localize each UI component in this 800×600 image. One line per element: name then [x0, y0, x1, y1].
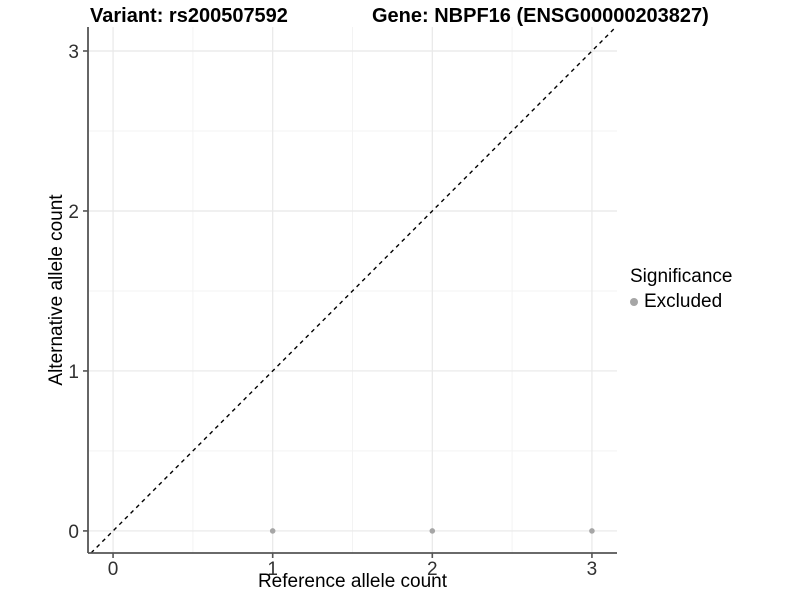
legend: Significance Excluded — [630, 265, 732, 313]
y-tick-label: 2 — [68, 202, 79, 223]
identity-dashed-line — [90, 26, 617, 554]
data-point — [269, 528, 276, 534]
gene-title: Gene: NBPF16 (ENSG00000203827) — [372, 5, 709, 27]
y-tick-label: 1 — [68, 362, 79, 383]
x-tick-label: 2 — [427, 559, 438, 580]
legend-item-label: Excluded — [644, 291, 723, 312]
data-point — [589, 528, 595, 534]
x-tick-label: 1 — [267, 559, 278, 580]
variant-title: Variant: rs200507592 — [90, 5, 288, 27]
legend-title: Significance — [630, 266, 733, 287]
excluded-point-icon — [630, 298, 638, 306]
data-point — [429, 528, 436, 534]
y-tick-label: 0 — [68, 522, 79, 543]
y-tick-label: 3 — [68, 42, 79, 63]
legend-item-excluded: Excluded — [630, 291, 732, 313]
x-axis-title: Reference allele count — [257, 571, 448, 592]
x-tick-label: 3 — [587, 559, 598, 580]
x-tick-label: 0 — [108, 559, 119, 580]
y-axis-title: Alternative allele count — [46, 194, 67, 386]
